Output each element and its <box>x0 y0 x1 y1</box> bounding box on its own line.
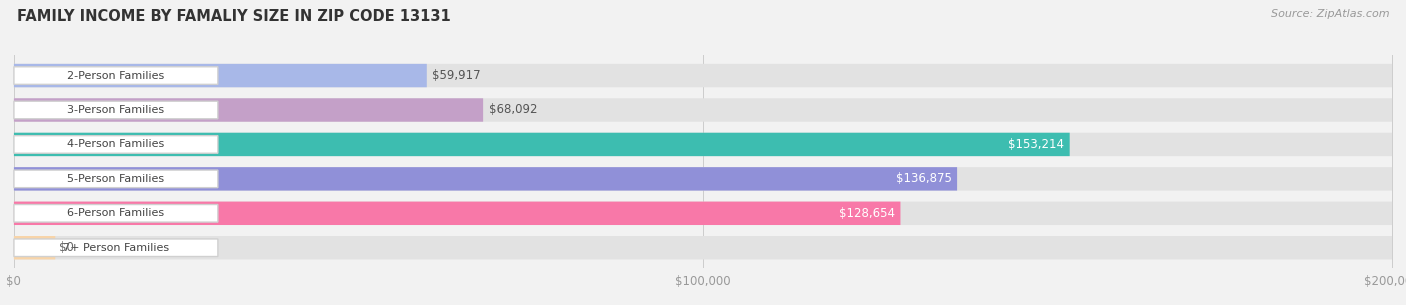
Text: $0: $0 <box>59 241 75 254</box>
Text: $136,875: $136,875 <box>896 172 952 185</box>
Text: $68,092: $68,092 <box>489 103 537 117</box>
FancyBboxPatch shape <box>14 67 218 84</box>
FancyBboxPatch shape <box>14 98 484 122</box>
Text: 4-Person Families: 4-Person Families <box>67 139 165 149</box>
FancyBboxPatch shape <box>14 202 1392 225</box>
FancyBboxPatch shape <box>14 170 218 188</box>
FancyBboxPatch shape <box>14 64 1392 87</box>
FancyBboxPatch shape <box>14 101 218 119</box>
FancyBboxPatch shape <box>14 167 957 191</box>
FancyBboxPatch shape <box>14 239 218 257</box>
FancyBboxPatch shape <box>14 133 1392 156</box>
FancyBboxPatch shape <box>14 167 1392 191</box>
Text: 7+ Person Families: 7+ Person Families <box>63 243 169 253</box>
FancyBboxPatch shape <box>14 136 218 153</box>
Text: $153,214: $153,214 <box>1008 138 1064 151</box>
Text: 2-Person Families: 2-Person Families <box>67 70 165 81</box>
FancyBboxPatch shape <box>14 236 55 260</box>
Text: $128,654: $128,654 <box>839 207 896 220</box>
Text: 3-Person Families: 3-Person Families <box>67 105 165 115</box>
FancyBboxPatch shape <box>14 98 1392 122</box>
FancyBboxPatch shape <box>14 236 1392 260</box>
FancyBboxPatch shape <box>14 64 427 87</box>
FancyBboxPatch shape <box>14 133 1070 156</box>
Text: FAMILY INCOME BY FAMALIY SIZE IN ZIP CODE 13131: FAMILY INCOME BY FAMALIY SIZE IN ZIP COD… <box>17 9 450 24</box>
Text: $59,917: $59,917 <box>432 69 481 82</box>
Text: 5-Person Families: 5-Person Families <box>67 174 165 184</box>
Text: Source: ZipAtlas.com: Source: ZipAtlas.com <box>1271 9 1389 19</box>
FancyBboxPatch shape <box>14 202 900 225</box>
Text: 6-Person Families: 6-Person Families <box>67 208 165 218</box>
FancyBboxPatch shape <box>14 205 218 222</box>
